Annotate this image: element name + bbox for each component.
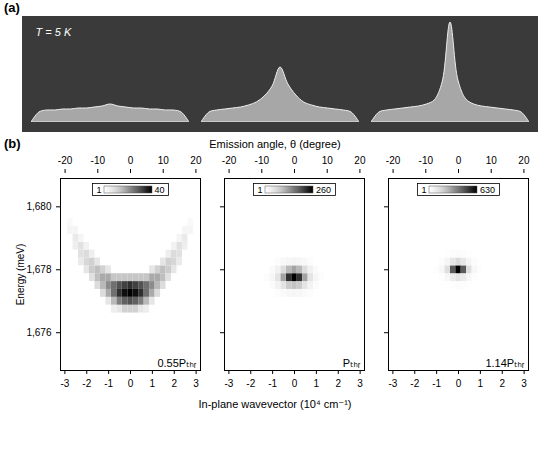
- svg-text:-2: -2: [410, 378, 419, 389]
- svg-text:1,680: 1,680: [26, 201, 51, 212]
- svg-text:0: 0: [128, 155, 134, 166]
- svg-text:2: 2: [171, 378, 177, 389]
- html-text:(a): (a): [4, 0, 20, 15]
- svg-text:0: 0: [456, 155, 462, 166]
- svg-text:-2: -2: [246, 378, 255, 389]
- svg-text:1: 1: [314, 378, 320, 389]
- svg-text:-3: -3: [224, 378, 233, 389]
- svg-text:0: 0: [292, 378, 298, 389]
- html-text:In-plane wavevector (10⁴ cm⁻¹): In-plane wavevector (10⁴ cm⁻¹): [198, 398, 352, 410]
- svg-text:1,678: 1,678: [26, 264, 51, 275]
- svg-text:-10: -10: [255, 155, 270, 166]
- svg-text:-20: -20: [58, 155, 73, 166]
- html-text:Emission angle, θ (degree): Emission angle, θ (degree): [209, 138, 341, 150]
- svg-text:2: 2: [499, 378, 505, 389]
- svg-text:-1: -1: [268, 378, 277, 389]
- svg-text:-2: -2: [82, 378, 91, 389]
- svg-text:1: 1: [421, 185, 426, 195]
- svg-text:3: 3: [357, 378, 363, 389]
- svg-text:10: 10: [486, 155, 498, 166]
- svg-text:-20: -20: [386, 155, 401, 166]
- svg-text:-1: -1: [432, 378, 441, 389]
- svg-text:1: 1: [96, 185, 101, 195]
- svg-text:0.55Pₜₕᵣ: 0.55Pₜₕᵣ: [157, 357, 196, 369]
- svg-text:-20: -20: [222, 155, 237, 166]
- svg-text:-3: -3: [388, 378, 397, 389]
- svg-text:0: 0: [128, 378, 134, 389]
- svg-text:1,676: 1,676: [26, 327, 51, 338]
- svg-text:3: 3: [193, 378, 199, 389]
- svg-text:T = 5 K: T = 5 K: [36, 26, 72, 38]
- svg-text:630: 630: [479, 185, 494, 195]
- svg-text:260: 260: [315, 185, 330, 195]
- svg-text:20: 20: [518, 155, 530, 166]
- svg-text:10: 10: [158, 155, 170, 166]
- svg-text:0: 0: [456, 378, 462, 389]
- svg-text:-1: -1: [104, 378, 113, 389]
- svg-text:20: 20: [354, 155, 366, 166]
- svg-text:-10: -10: [91, 155, 106, 166]
- svg-text:0: 0: [292, 155, 298, 166]
- html-text:(b): (b): [4, 136, 21, 151]
- svg-text:-10: -10: [419, 155, 434, 166]
- svg-text:10: 10: [322, 155, 334, 166]
- svg-text:20: 20: [190, 155, 202, 166]
- svg-text:1: 1: [478, 378, 484, 389]
- svg-text:2: 2: [335, 378, 341, 389]
- svg-text:3: 3: [521, 378, 527, 389]
- svg-text:1: 1: [257, 185, 262, 195]
- svg-text:1: 1: [150, 378, 156, 389]
- svg-text:Energy (meV): Energy (meV): [15, 244, 26, 306]
- svg-text:1.14Pₜₕᵣ: 1.14Pₜₕᵣ: [485, 357, 524, 369]
- svg-text:40: 40: [154, 185, 164, 195]
- svg-text:Pₜₕᵣ: Pₜₕᵣ: [343, 357, 361, 369]
- svg-text:-3: -3: [60, 378, 69, 389]
